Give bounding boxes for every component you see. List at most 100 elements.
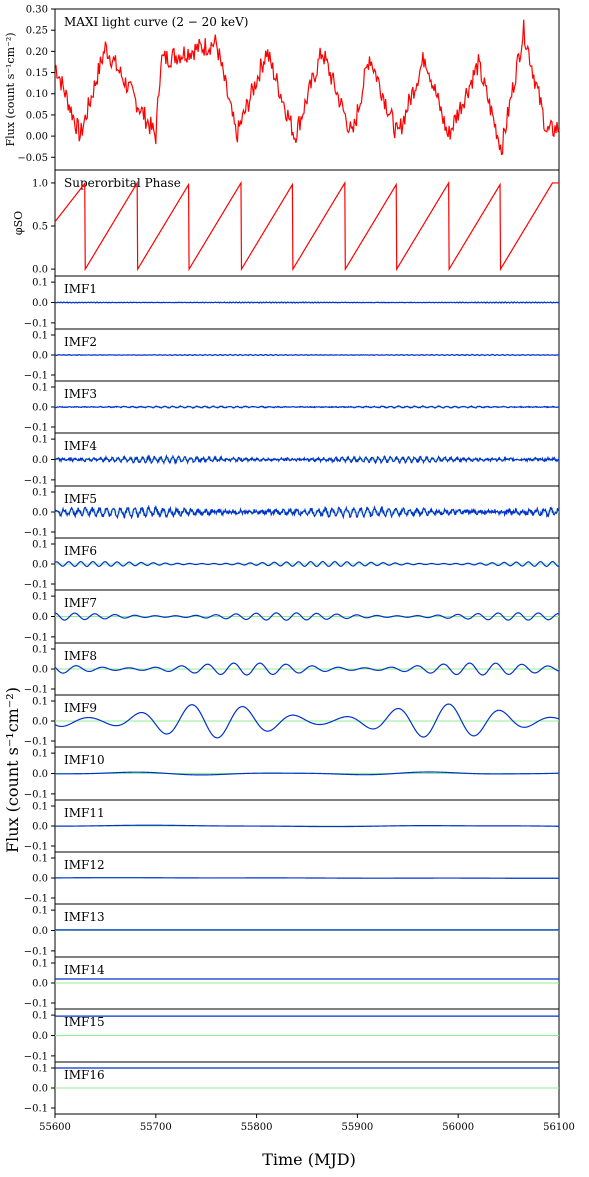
y-tick-label: 0.1 [32, 435, 48, 446]
panel-label-imf11: IMF11 [64, 806, 105, 820]
y-tick-label: 0.1 [32, 749, 48, 760]
panel-imf4: −0.1 0.0 0.1 IMF4 [24, 433, 559, 486]
y-tick-label: 0.1 [32, 488, 48, 499]
y-tick-label: −0.1 [24, 737, 48, 748]
panel-imf3: −0.10.00.1 IMF3 [24, 381, 559, 434]
y-tick-label: 0.0 [32, 298, 48, 309]
y-tick-label: 0.0 [32, 979, 48, 990]
y-tick-label: −0.1 [24, 580, 48, 591]
y-tick-label: 0.1 [32, 959, 48, 970]
panel-label-imf13: IMF13 [64, 910, 105, 924]
y-tick-label: −0.05 [17, 153, 48, 164]
imf-line-imf1 [55, 302, 559, 303]
y-tick-label: 0.15 [26, 68, 48, 79]
panel-imf11: −0.10.00.1 IMF11 [24, 800, 559, 853]
y-tick-label: 0.5 [32, 222, 48, 233]
y-tick-label: 0.1 [32, 540, 48, 551]
y-tick-label: −0.1 [24, 1051, 48, 1062]
panel-imf2: −0.1 0.0 0.1 IMF2 [24, 329, 559, 382]
x-tick-label: 55700 [140, 1122, 172, 1133]
y-tick-label: 0.05 [26, 110, 48, 121]
panel-label-imf1: IMF1 [64, 282, 97, 296]
imf-line-imf3 [55, 406, 559, 408]
y-tick-label: 0.1 [32, 906, 48, 917]
y-tick-label: 0.1 [32, 1064, 48, 1075]
panel-imf9: −0.1 0.0 0.1 IMF9 [24, 695, 559, 748]
panel-label-imf4: IMF4 [64, 439, 97, 453]
panels: −0.05 0.00 0.05 0.10 0.15 0.20 0.25 0.30 MAXI li… [4, 5, 559, 1115]
panel-label-imf15: IMF15 [64, 1015, 105, 1029]
x-tick-label: 56100 [543, 1122, 575, 1133]
panel-imf13: −0.1 0.0 0.1 IMF13 [24, 904, 559, 957]
panel-frame [55, 9, 559, 170]
y-tick-label: −0.1 [24, 894, 48, 905]
y-tick-label: −0.1 [24, 371, 48, 382]
panel-imf5: −0.1 0.0 0.1 IMF5 [24, 486, 559, 539]
y-tick-label: 0.30 [26, 5, 48, 16]
y-tick-label: 0.0 [32, 926, 48, 937]
y-tick-label: 0.0 [32, 1031, 48, 1042]
panel-label-imf6: IMF6 [64, 544, 97, 558]
panel-imf12: −0.10.00.1 IMF12 [24, 852, 559, 905]
y-tick-label: 0.0 [32, 665, 48, 676]
y-tick-label: 1.0 [32, 178, 48, 189]
panel-label-imf10: IMF10 [64, 753, 105, 767]
y-tick-label: 0.1 [32, 278, 48, 289]
y-tick-label: −0.1 [24, 475, 48, 486]
y-tick-label: 0.10 [26, 89, 48, 100]
y-tick-label: 0.20 [26, 47, 48, 58]
panel-imf1: −0.1 0.0 0.1 IMF1 [24, 276, 559, 329]
y-tick-label: 0.1 [32, 331, 48, 342]
panel-imf8: −0.1 0.0 0.1 IMF8 [24, 643, 559, 696]
y-tick-label: 0.00 [26, 132, 48, 143]
lightcurve-ylabel: Flux (count s⁻¹cm⁻²) [4, 32, 17, 146]
panel-imf15: −0.1 0.0 0.1 IMF15 [24, 1009, 559, 1062]
imf-line-imf2 [55, 354, 559, 355]
panel-label-imf14: IMF14 [64, 963, 105, 977]
y-tick-label: −0.1 [24, 423, 48, 434]
y-tick-label: 0.0 [32, 717, 48, 728]
panel-label-imf16: IMF16 [64, 1068, 105, 1082]
y-tick-label: −0.1 [24, 842, 48, 853]
y-tick-label: 0.1 [32, 645, 48, 656]
x-axis: 55600 55700 55800 55900 56000 56100 [39, 1114, 575, 1133]
y-tick-label: 0.1 [32, 697, 48, 708]
panel-label-imf3: IMF3 [64, 387, 97, 401]
y-tick-label: 0.1 [32, 1011, 48, 1022]
panel-phase: 0.0 0.5 1.0 Superorbital Phase φSO [12, 170, 559, 276]
panel-imf16: −0.1 0.0 0.1 IMF16 [24, 1062, 559, 1115]
panel-label-imf2: IMF2 [64, 335, 97, 349]
panel-label-lightcurve: MAXI light curve (2 − 20 keV) [64, 15, 248, 29]
panel-label-imf12: IMF12 [64, 858, 105, 872]
y-tick-label: 0.0 [32, 455, 48, 466]
panel-lightcurve: −0.05 0.00 0.05 0.10 0.15 0.20 0.25 0.30 MAXI li… [4, 5, 559, 171]
phase-line [55, 183, 559, 269]
y-tick-label: 0.1 [32, 383, 48, 394]
y-tick-label: 0.25 [26, 26, 48, 37]
panel-label-imf8: IMF8 [64, 649, 97, 663]
panel-imf6: −0.1 0.0 0.1 IMF6 [24, 538, 559, 591]
panel-label-imf7: IMF7 [64, 596, 97, 610]
y-tick-label: 0.0 [32, 874, 48, 885]
x-tick-label: 55800 [241, 1122, 273, 1133]
y-tick-label: −0.1 [24, 1104, 48, 1115]
imf-line-imf12 [55, 878, 559, 879]
y-tick-label: 0.0 [32, 351, 48, 362]
y-axis-title: Flux (count s⁻¹cm⁻²) [3, 687, 22, 853]
panel-imf14: −0.1 0.0 0.1 IMF14 [24, 957, 559, 1010]
x-tick-label: 55900 [341, 1122, 373, 1133]
y-tick-label: −0.1 [24, 318, 48, 329]
y-tick-label: 0.0 [32, 822, 48, 833]
panel-label-imf9: IMF9 [64, 701, 97, 715]
y-tick-label: 0.1 [32, 592, 48, 603]
y-tick-label: 0.0 [32, 560, 48, 571]
x-axis-title: Time (MJD) [262, 1150, 356, 1169]
y-tick-label: 0.0 [32, 265, 48, 276]
panel-label-imf5: IMF5 [64, 492, 97, 506]
lightcurve-line [55, 20, 559, 155]
y-tick-label: −0.1 [24, 632, 48, 643]
y-tick-label: 0.0 [32, 508, 48, 519]
phase-ylabel: φSO [12, 211, 25, 235]
panel-imf10: −0.1 0.0 0.1 IMF10 [24, 747, 559, 800]
